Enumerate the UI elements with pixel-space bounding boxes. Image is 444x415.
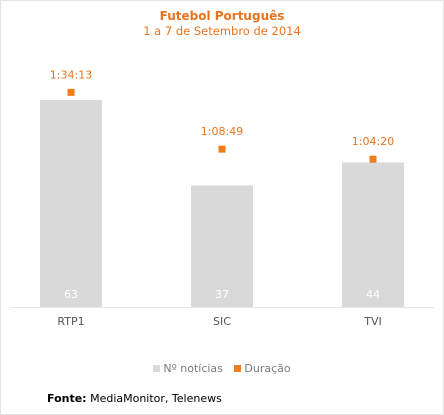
legend-label-duracao: Duração: [244, 362, 291, 375]
source-label: Fonte:: [47, 392, 87, 405]
chart-subtitle: 1 a 7 de Setembro de 2014: [143, 24, 301, 38]
legend-label-noticias: Nº notícias: [163, 362, 223, 375]
chart-legend[interactable]: Nº notícias Duração: [0, 362, 444, 375]
duration-point-rtp1: [67, 88, 75, 96]
x-tick-label-sic: SIC: [213, 315, 231, 328]
legend-swatch-noticias: [153, 365, 161, 372]
legend-item-duracao[interactable]: Duração: [234, 362, 291, 375]
bar-rtp1: [40, 100, 102, 307]
duration-point-sic: [218, 145, 226, 153]
x-tick-label-tvi: TVI: [363, 315, 382, 328]
source-text: MediaMonitor, Telenews: [90, 392, 222, 405]
legend-item-noticias[interactable]: Nº notícias: [153, 362, 223, 375]
x-tick-label-rtp1: RTP1: [57, 315, 84, 328]
source-note: Fonte: MediaMonitor, Telenews: [47, 392, 222, 405]
duration-point-tvi: [369, 155, 377, 163]
bar-tvi: [342, 162, 404, 307]
bar-value-label-tvi: 44: [366, 288, 380, 301]
legend-swatch-duracao: [234, 365, 242, 372]
duration-label-tvi: 1:04:20: [352, 135, 394, 148]
bar-value-label-rtp1: 63: [64, 288, 78, 301]
duration-label-sic: 1:08:49: [201, 125, 243, 138]
bar-sic: [191, 185, 253, 307]
duration-label-rtp1: 1:34:13: [50, 68, 92, 81]
bar-value-label-sic: 37: [215, 288, 229, 301]
chart-title: Futebol Português: [159, 9, 285, 23]
